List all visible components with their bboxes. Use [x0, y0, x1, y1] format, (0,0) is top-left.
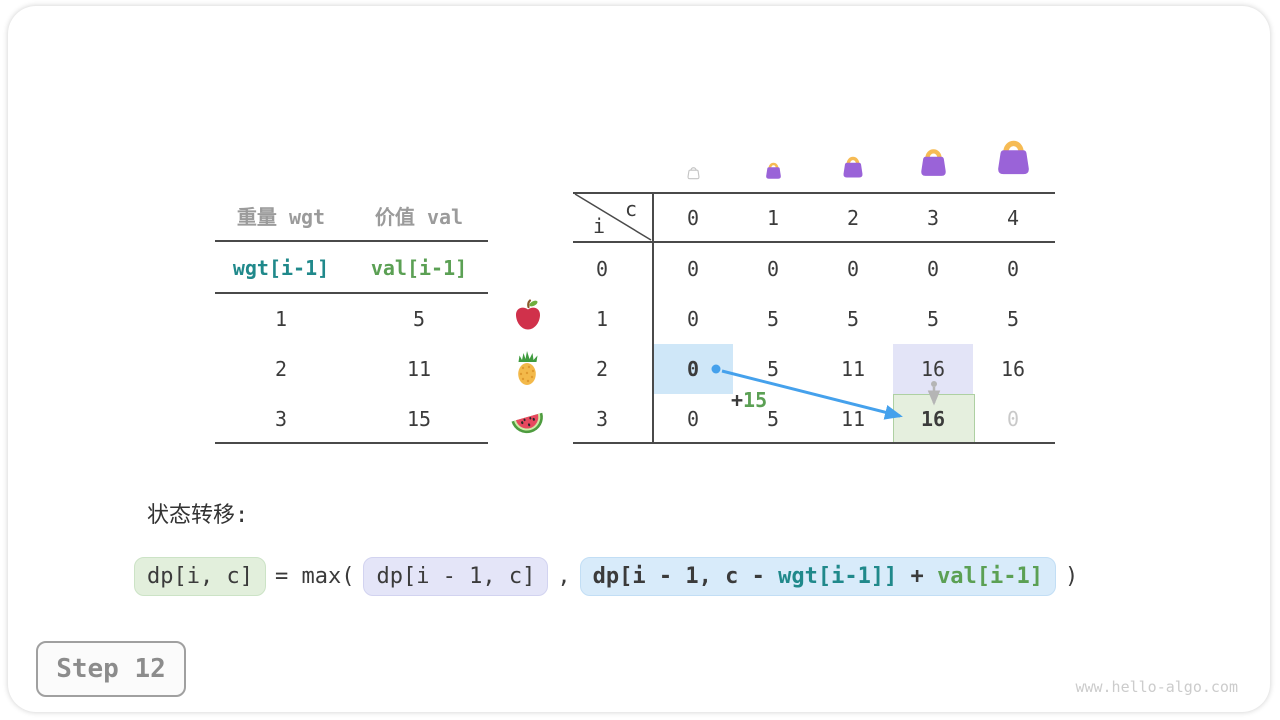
dp-rule-bottom [573, 442, 1055, 444]
items-table-rule-bottom [215, 442, 488, 444]
item-weight: 1 [274, 307, 288, 331]
row-header: 2 [595, 357, 609, 381]
dp-cell: 0 [686, 407, 700, 431]
dp-cell: 11 [840, 407, 866, 431]
dp-cell-source: 0 [686, 357, 700, 381]
dp-cell: 5 [1006, 307, 1020, 331]
items-table-rule-top [215, 240, 488, 242]
row-header: 3 [595, 407, 609, 431]
capacity-header: 4 [1006, 205, 1020, 230]
plus-sign: + [731, 388, 744, 412]
formula-close-paren: ) [1065, 564, 1079, 589]
corner-index-label: i [592, 214, 606, 238]
corner-capacity-label: c [624, 197, 638, 221]
val-index-label: val[i-1] [370, 256, 468, 280]
item-value: 5 [412, 307, 426, 331]
handbag-icon [914, 143, 953, 187]
row-header: 0 [595, 257, 609, 281]
item-value: 11 [406, 357, 432, 381]
formula-arg-take: dp[i - 1, c - wgt[i-1]] + val[i-1] [579, 557, 1057, 596]
wgt-index-label: wgt[i-1] [232, 256, 330, 280]
handbag-outline-icon [685, 164, 702, 186]
dp-rule-top [573, 192, 1055, 194]
formula-equals-max: = max( [274, 564, 355, 589]
capacity-header: 2 [846, 205, 860, 230]
weight-column-header: 重量 wgt [236, 204, 326, 229]
arg-take-plus: + [897, 564, 938, 589]
capacity-header: 3 [926, 205, 940, 230]
watermark: www.hello-algo.com [1075, 678, 1238, 696]
arg-take-prefix: dp[i - 1, c - [592, 564, 779, 589]
dp-cell: 0 [766, 257, 780, 281]
dp-cell: 16 [1000, 357, 1026, 381]
capacity-header: 1 [766, 205, 780, 230]
dp-cell: 5 [926, 307, 940, 331]
dp-cell: 0 [926, 257, 940, 281]
items-table-rule-mid [215, 292, 488, 294]
row-header: 1 [595, 307, 609, 331]
arg-take-val: val[i-1] [937, 564, 1044, 589]
handbag-icon [762, 159, 785, 187]
handbag-icon [838, 152, 868, 187]
capacity-header: 0 [686, 205, 700, 230]
arg-take-wgt: wgt[i-1]] [778, 564, 898, 589]
dp-cell: 16 [920, 357, 946, 381]
dp-cell: 0 [686, 257, 700, 281]
pineapple-icon [509, 350, 545, 388]
formula-comma: , [557, 564, 571, 589]
dp-cell-current: 16 [920, 407, 946, 431]
state-transition-formula: dp[i, c] = max( dp[i - 1, c] , dp[i - 1,… [134, 557, 1078, 596]
dp-cell: 0 [1006, 257, 1020, 281]
dp-cell-pending: 0 [1006, 407, 1020, 431]
item-weight: 3 [274, 407, 288, 431]
dp-cell: 5 [846, 307, 860, 331]
formula-arg-keep: dp[i - 1, c] [363, 557, 549, 596]
watermelon-icon [509, 403, 547, 439]
gain-value: 15 [743, 388, 768, 412]
handbag-icon [989, 133, 1038, 187]
dp-cell: 0 [846, 257, 860, 281]
item-weight: 2 [274, 357, 288, 381]
formula-lhs: dp[i, c] [134, 557, 266, 596]
dp-rule-vertical [652, 192, 654, 444]
apple-icon [510, 298, 546, 334]
dp-cell: 5 [766, 307, 780, 331]
item-value: 15 [406, 407, 432, 431]
dp-rule-header [573, 241, 1055, 243]
dp-cell: 0 [686, 307, 700, 331]
dp-cell: 11 [840, 357, 866, 381]
value-column-header: 价值 val [374, 204, 464, 229]
transition-gain-label: +15 [731, 388, 767, 412]
state-transition-heading: 状态转移: [147, 503, 249, 528]
figure-card [8, 6, 1270, 712]
dp-cell: 5 [766, 357, 780, 381]
step-badge: Step 12 [36, 641, 186, 697]
